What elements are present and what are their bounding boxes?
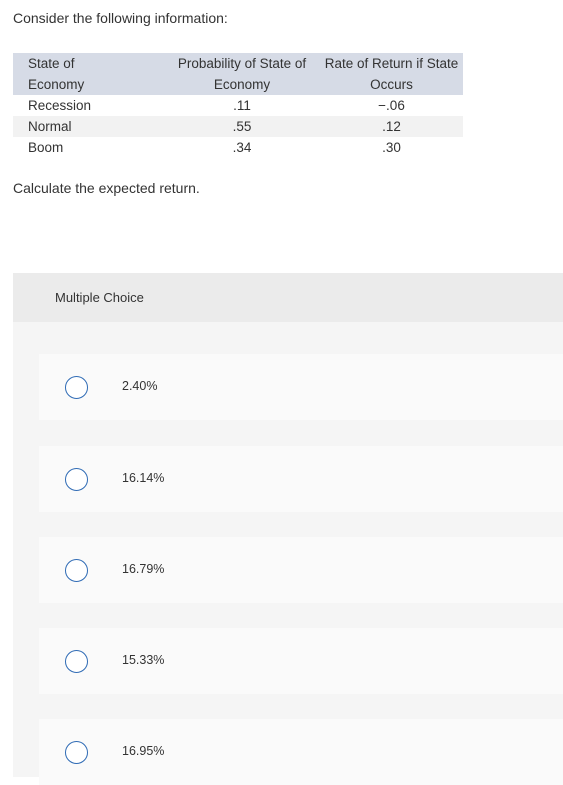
cell-rate: −.06 [378,98,405,113]
header-probability-line1: Probability of State of [177,56,307,71]
answer-option-1[interactable]: 2.40% [39,354,563,420]
header-state-line1: State of [28,56,75,71]
table-row: Recession .11 −.06 [13,95,463,116]
cell-probability: .34 [232,140,252,155]
radio-button-icon[interactable] [65,559,88,582]
header-probability-line2: Economy [213,77,271,92]
header-probability: Probability of State of Economy [164,53,320,95]
multiple-choice-panel: Multiple Choice 2.40% 16.14% 16.79% 15.3… [13,273,563,785]
radio-button-icon[interactable] [65,376,88,399]
answer-option-label: 2.40% [122,379,158,393]
multiple-choice-title: Multiple Choice [55,290,144,305]
header-state-line2: Economy [28,77,85,92]
answer-option-label: 16.95% [122,744,165,758]
header-rate-line1: Rate of Return if State [324,56,459,71]
cell-probability: .11 [233,98,251,113]
multiple-choice-header: Multiple Choice [13,273,563,322]
answer-option-3[interactable]: 16.79% [39,537,563,603]
table-row: Normal .55 .12 [13,116,463,137]
question-instruction: Calculate the expected return. [13,180,200,196]
question-prompt: Consider the following information: [13,10,228,26]
answer-option-2[interactable]: 16.14% [39,446,563,512]
radio-button-icon[interactable] [65,650,88,673]
table-row: Boom .34 .30 [13,137,463,158]
cell-state: Normal [13,116,164,137]
answer-option-5[interactable]: 16.95% [39,719,563,785]
radio-button-icon[interactable] [65,741,88,764]
answer-option-label: 16.79% [122,562,165,576]
cell-state: Boom [28,140,64,155]
answer-option-label: 16.14% [122,471,165,485]
state-probability-table: State of Economy Probability of State of… [13,53,463,158]
header-state: State of Economy [13,53,164,95]
header-rate: Rate of Return if State Occurs [320,53,463,95]
cell-rate: .30 [382,140,401,155]
radio-button-icon[interactable] [65,468,88,491]
cell-probability: .55 [164,116,320,137]
answer-option-4[interactable]: 15.33% [39,628,563,694]
table-header-row: State of Economy Probability of State of… [13,53,463,95]
answer-option-label: 15.33% [122,653,165,667]
header-rate-line2: Occurs [370,77,413,92]
cell-rate: .12 [320,116,463,137]
cell-state: Recession [28,98,92,113]
